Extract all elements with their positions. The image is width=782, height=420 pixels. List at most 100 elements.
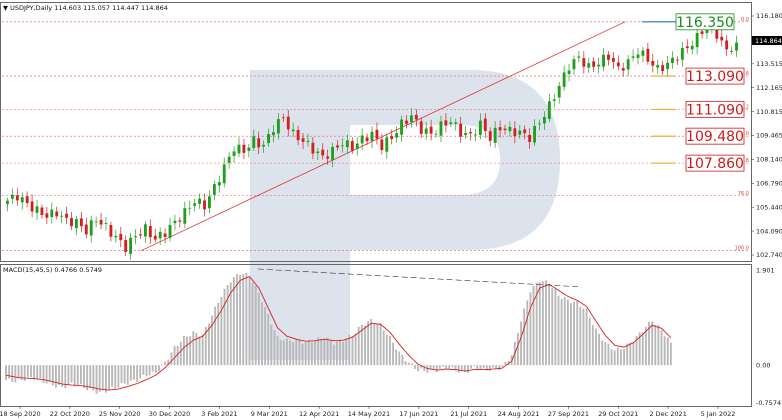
target-price-label: 107.860: [686, 156, 744, 172]
price-axis-label: 109.465: [756, 132, 782, 140]
date-axis-label: 18 Sep 2020: [0, 410, 41, 418]
candle-body: [720, 36, 724, 41]
candle-body: [523, 129, 527, 134]
candle-body: [626, 59, 630, 70]
candle-body: [247, 147, 251, 151]
candle-body: [498, 127, 502, 131]
candle-body: [99, 219, 103, 225]
date-axis-label: 29 Oct 2021: [598, 410, 638, 418]
candle-body: [459, 123, 463, 137]
watermark-logo: [250, 70, 560, 360]
candle-body: [409, 115, 413, 122]
candle-body: [528, 134, 532, 142]
candle-body: [257, 138, 261, 148]
candle-body: [222, 164, 226, 184]
target-price-box: [685, 100, 745, 118]
candle-body: [587, 63, 591, 68]
candle-body: [656, 65, 660, 68]
candle-body: [267, 133, 270, 144]
candle-body: [375, 129, 379, 139]
candle-body: [143, 224, 147, 237]
candle-body: [449, 122, 453, 124]
candle-body: [611, 57, 615, 62]
candle-body: [572, 59, 576, 70]
symbol-header: ▼ USDJPY,Daily 114.603 115.057 114.447 1…: [3, 4, 168, 12]
candle-body: [434, 133, 438, 135]
candle-body: [671, 57, 674, 64]
candle-body: [567, 70, 571, 75]
date-axis-label: 25 Nov 2020: [99, 410, 141, 418]
candle-body: [168, 225, 172, 238]
fib-level-label: 0.0: [741, 17, 749, 23]
candle-body: [89, 220, 93, 236]
current-price-tag: 114.864: [752, 36, 782, 45]
price-axis-label: 110.815: [756, 108, 782, 116]
candle-body: [661, 65, 665, 72]
candle-body: [518, 130, 522, 135]
candle-body: [542, 116, 546, 124]
candle-body: [429, 126, 433, 134]
candle-body: [365, 137, 369, 142]
target-price-label: 109.480: [686, 129, 744, 145]
macd-pane[interactable]: [0, 264, 752, 407]
candle-body: [685, 46, 689, 49]
candle-body: [70, 218, 73, 227]
candle-body: [15, 195, 19, 201]
candle-body: [360, 135, 364, 144]
price-axis-label: 106.790: [756, 180, 782, 188]
candle-body: [237, 144, 241, 154]
candle-body: [6, 200, 9, 205]
target-price-box: [685, 127, 745, 145]
candle-body: [227, 156, 231, 163]
candle-body: [311, 142, 315, 154]
candle-body: [385, 137, 389, 152]
candle-body: [20, 197, 24, 203]
macd-signal-line: [5, 275, 672, 391]
candle-body: [730, 51, 734, 52]
price-axis-label: 112.165: [756, 84, 782, 92]
candle-body: [178, 220, 182, 222]
target-price-box: [685, 67, 745, 85]
candle-body: [390, 136, 394, 140]
candle-body: [557, 85, 561, 98]
candle-body: [483, 118, 487, 132]
candle-body: [680, 48, 684, 60]
candle-body: [208, 196, 211, 209]
candle-body: [316, 151, 320, 153]
candle-body: [503, 128, 507, 130]
main-pane[interactable]: [0, 2, 752, 262]
date-axis-label: 2 Dec 2021: [649, 410, 686, 418]
candle-body: [242, 144, 246, 153]
target-price-box: [685, 154, 745, 172]
candle-body: [715, 25, 719, 39]
candle-body: [79, 218, 83, 227]
date-axis-label: 9 Mar 2021: [251, 410, 288, 418]
candle-body: [675, 59, 679, 61]
candle-body: [45, 213, 49, 218]
candle-body: [474, 134, 477, 136]
candle-body: [262, 144, 266, 147]
candle-body: [40, 207, 44, 216]
candle-body: [414, 114, 418, 120]
candle-body: [306, 140, 310, 142]
date-axis-label: 22 Oct 2020: [50, 410, 90, 418]
date-axis-label: 24 Aug 2021: [498, 410, 540, 418]
candle-body: [395, 133, 399, 138]
candle-body: [405, 120, 408, 124]
candle-body: [114, 235, 118, 238]
candle-body: [577, 56, 581, 58]
candle-body: [439, 121, 443, 136]
candle-body: [602, 54, 605, 67]
candle-body: [183, 208, 187, 224]
candle-body: [50, 209, 54, 217]
candle-body: [607, 54, 610, 60]
candle-body: [272, 132, 275, 136]
candle-body: [695, 32, 699, 48]
candle-body: [651, 61, 655, 66]
candle-body: [424, 128, 428, 134]
candle-body: [84, 224, 88, 235]
candle-body: [301, 138, 305, 142]
target-price-label: 111.090: [686, 102, 744, 118]
candle-body: [286, 116, 290, 130]
